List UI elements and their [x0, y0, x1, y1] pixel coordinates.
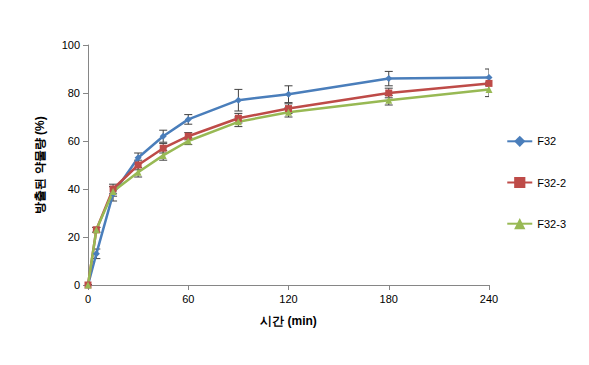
- svg-text:120: 120: [279, 293, 297, 305]
- svg-text:60: 60: [182, 293, 194, 305]
- svg-text:20: 20: [68, 231, 80, 243]
- svg-text:100: 100: [62, 39, 80, 51]
- svg-text:시간 (min): 시간 (min): [260, 314, 317, 328]
- svg-text:60: 60: [68, 135, 80, 147]
- svg-text:0: 0: [85, 293, 91, 305]
- svg-text:F32-3: F32-3: [537, 218, 566, 230]
- svg-text:F32: F32: [537, 135, 556, 147]
- svg-text:180: 180: [380, 293, 398, 305]
- svg-text:0: 0: [74, 279, 80, 291]
- svg-text:40: 40: [68, 183, 80, 195]
- svg-text:80: 80: [68, 87, 80, 99]
- svg-text:방출된 약물량 (%): 방출된 약물량 (%): [33, 116, 47, 213]
- svg-text:240: 240: [480, 293, 498, 305]
- svg-text:F32-2: F32-2: [537, 177, 566, 189]
